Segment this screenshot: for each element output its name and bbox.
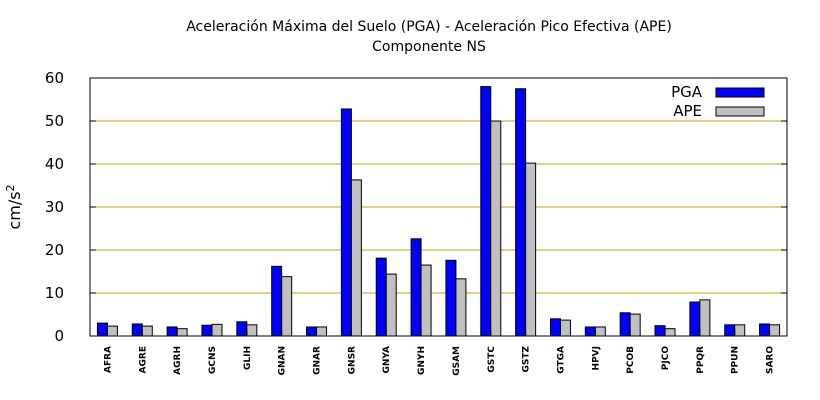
x-tick-label: GNAR (313, 346, 323, 375)
x-tick-label: HPVJ (591, 346, 601, 370)
x-tick-label: PPQR (696, 346, 706, 374)
bar-pga-gnsr (340, 108, 352, 337)
legend-swatch-pga (715, 87, 765, 98)
bar-ape-pjco (664, 328, 676, 337)
bar-pga-hpvj (584, 326, 596, 337)
legend-label-pga: PGA (671, 83, 703, 101)
legend-swatch-ape (715, 106, 765, 117)
x-ticks: AFRA AGRE AGRH GCNS GLIH GNAN GNAR GNSR GNYA GNYH… (103, 330, 776, 376)
bar-pga-gstz (515, 88, 527, 337)
y-tick-label: 60 (45, 69, 64, 87)
x-tick-label: PJCO (661, 346, 671, 371)
bar-ape-gnan (281, 276, 293, 337)
x-tick-label: GSTZ (522, 346, 532, 373)
x-tick-label: SARO (766, 346, 776, 374)
bar-ape-gnya (385, 273, 397, 337)
bar-ape-afra (106, 325, 118, 337)
chart-subtitle: Componente NS (372, 39, 486, 55)
bar-ape-ppqr (699, 299, 711, 337)
y-tick-label: 40 (45, 155, 64, 173)
bar-pga-agre (131, 323, 143, 337)
x-tick-label: GLIH (243, 346, 253, 370)
legend-label-ape: APE (673, 102, 702, 120)
y-tick-label: 30 (45, 198, 64, 216)
bar-pga-gnya (375, 257, 387, 337)
bar-ape-ppun (734, 324, 746, 337)
bar-ape-gnyh (420, 264, 432, 337)
x-tick-label: GSAM (452, 346, 462, 376)
chart-title: Aceleración Máxima del Suelo (PGA) - Ace… (186, 19, 672, 35)
bar-ape-gcns (211, 323, 223, 337)
bar-pga-gcns (201, 324, 213, 337)
x-tick-label: GNSR (347, 346, 357, 374)
x-tick-label: AGRE (138, 346, 148, 373)
x-tick-label: GSTC (487, 346, 497, 373)
y-axis-label-exponent: 2 (4, 184, 17, 191)
x-tick-label: GNYH (417, 346, 427, 375)
bar-pga-gnan (271, 265, 283, 337)
bar-ape-gnar (316, 326, 328, 337)
gridlines (90, 120, 787, 294)
y-axis-label-unit: cm/s (5, 191, 24, 229)
x-tick-label: GNYA (382, 346, 392, 374)
y-axis-label: cm/s2 (4, 184, 24, 229)
bar-pga-saro (759, 323, 771, 337)
bar-pga-ppqr (689, 301, 701, 337)
bar-ape-gnsr (350, 179, 362, 337)
y-tick-label: 10 (45, 284, 64, 302)
bar-ape-saro (769, 324, 781, 337)
y-tick-label: 50 (45, 112, 64, 130)
bar-ape-gsam (455, 278, 467, 337)
bar-pga-ppun (724, 324, 736, 337)
bar-ape-glih (246, 324, 258, 337)
bar-pga-afra (96, 322, 108, 337)
bar-ape-gstc (490, 120, 502, 337)
bar-ape-agre (141, 325, 153, 337)
bar-pga-agrh (166, 326, 178, 337)
bar-ape-hpvj (594, 326, 606, 337)
bar-pga-pjco (654, 325, 666, 337)
y-tick-label: 20 (45, 241, 64, 259)
y-ticks: 0 10 20 30 40 50 60 (45, 69, 787, 345)
bar-ape-gtga (559, 319, 571, 337)
x-tick-label: GTGA (556, 346, 566, 374)
x-tick-label: GNAN (278, 346, 288, 375)
x-tick-label: AFRA (103, 346, 113, 373)
x-tick-label: PPUN (731, 346, 741, 374)
x-tick-label: GCNS (208, 346, 218, 374)
bar-pga-gsam (445, 259, 457, 337)
bar-pga-pcob (619, 312, 631, 337)
bar-pga-gnar (306, 326, 318, 337)
x-tick-label: PCOB (626, 346, 636, 374)
bar-pga-gstc (480, 86, 492, 337)
bar-pga-glih (236, 321, 248, 337)
bar-pga-gtga (549, 318, 561, 337)
bar-pga-gnyh (410, 238, 422, 337)
y-tick-label: 0 (54, 327, 64, 345)
x-tick-label: AGRH (173, 346, 183, 375)
bar-ape-agrh (176, 328, 188, 337)
bars (96, 86, 781, 337)
bar-ape-pcob (629, 313, 641, 337)
bar-ape-gstz (525, 162, 537, 337)
